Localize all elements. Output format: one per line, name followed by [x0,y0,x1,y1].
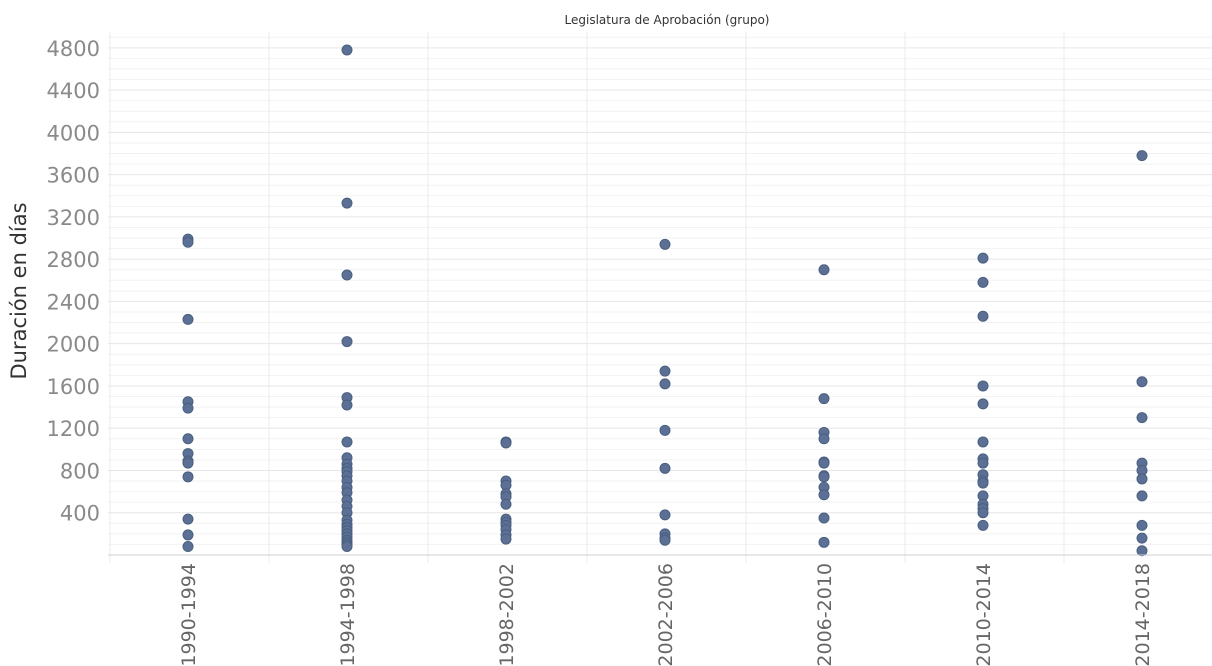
data-point [977,380,989,392]
data-point [818,512,830,524]
data-point [659,534,671,546]
data-point [977,507,989,519]
data-point [182,513,194,525]
data-point [341,336,353,348]
data-point [659,509,671,521]
data-point [659,378,671,390]
data-point [1136,376,1148,388]
data-point [818,264,830,276]
data-point [977,436,989,448]
x-tick-label: 2010-2014 [973,563,995,666]
data-point [500,437,512,449]
data-point [341,44,353,56]
data-points [182,44,1148,557]
data-point [1136,490,1148,502]
data-point [659,365,671,377]
x-tick-label: 2006-2010 [814,563,836,666]
data-point [977,252,989,264]
data-point [818,433,830,445]
y-tick-label: 2000 [47,333,100,357]
data-point [1136,532,1148,544]
data-point [1136,150,1148,162]
data-point [182,471,194,483]
data-point [182,433,194,445]
data-point [182,402,194,414]
data-point [818,471,830,483]
data-point [977,310,989,322]
x-tick-label: 1994-1998 [337,563,359,666]
data-point [977,398,989,410]
x-tick-label: 1998-2002 [496,563,518,666]
data-point [1136,473,1148,485]
y-tick-label: 1600 [47,375,100,399]
x-tick-label: 2002-2006 [655,563,677,666]
data-point [659,238,671,250]
chart-title: Legislatura de Aprobación (grupo) [565,13,770,27]
data-point [659,462,671,474]
y-tick-label: 2400 [47,290,100,314]
data-point [182,529,194,541]
data-point [977,457,989,469]
y-axis-ticks: 400 800 1200 1600 2000 2400 2800 3200 3600 4000 44… [47,37,100,526]
data-point [977,276,989,288]
y-tick-label: 4800 [47,37,100,61]
column-separators [109,32,1065,563]
y-tick-label: 3200 [47,206,100,230]
data-point [977,477,989,489]
x-axis-ticks: 1990-1994 1994-1998 1998-2002 2002-2006 2006… [178,563,1154,666]
data-point [182,541,194,553]
data-point [341,541,353,553]
data-point [500,498,512,510]
y-tick-label: 4000 [47,121,100,145]
data-point [818,489,830,501]
y-tick-label: 400 [60,502,100,526]
data-point [341,399,353,411]
y-tick-label: 3600 [47,164,100,188]
y-axis-label: Duración en días [7,202,31,379]
data-point [182,236,194,248]
x-tick-label: 1990-1994 [178,563,200,666]
data-point [818,457,830,469]
data-point [1136,519,1148,531]
data-point [659,424,671,436]
data-point [818,536,830,548]
data-point [977,519,989,531]
y-tick-label: 2800 [47,248,100,272]
data-point [500,533,512,545]
data-point [341,436,353,448]
data-point [1136,545,1148,557]
y-tick-label: 4400 [47,79,100,103]
data-point [341,197,353,209]
data-point [182,313,194,325]
data-point [182,457,194,469]
data-point [1136,412,1148,424]
grid-lines [108,36,1212,545]
y-tick-label: 800 [60,459,100,483]
x-tick-label: 2014-2018 [1132,563,1154,666]
data-point [818,393,830,405]
data-point [341,269,353,281]
y-tick-label: 1200 [47,417,100,441]
